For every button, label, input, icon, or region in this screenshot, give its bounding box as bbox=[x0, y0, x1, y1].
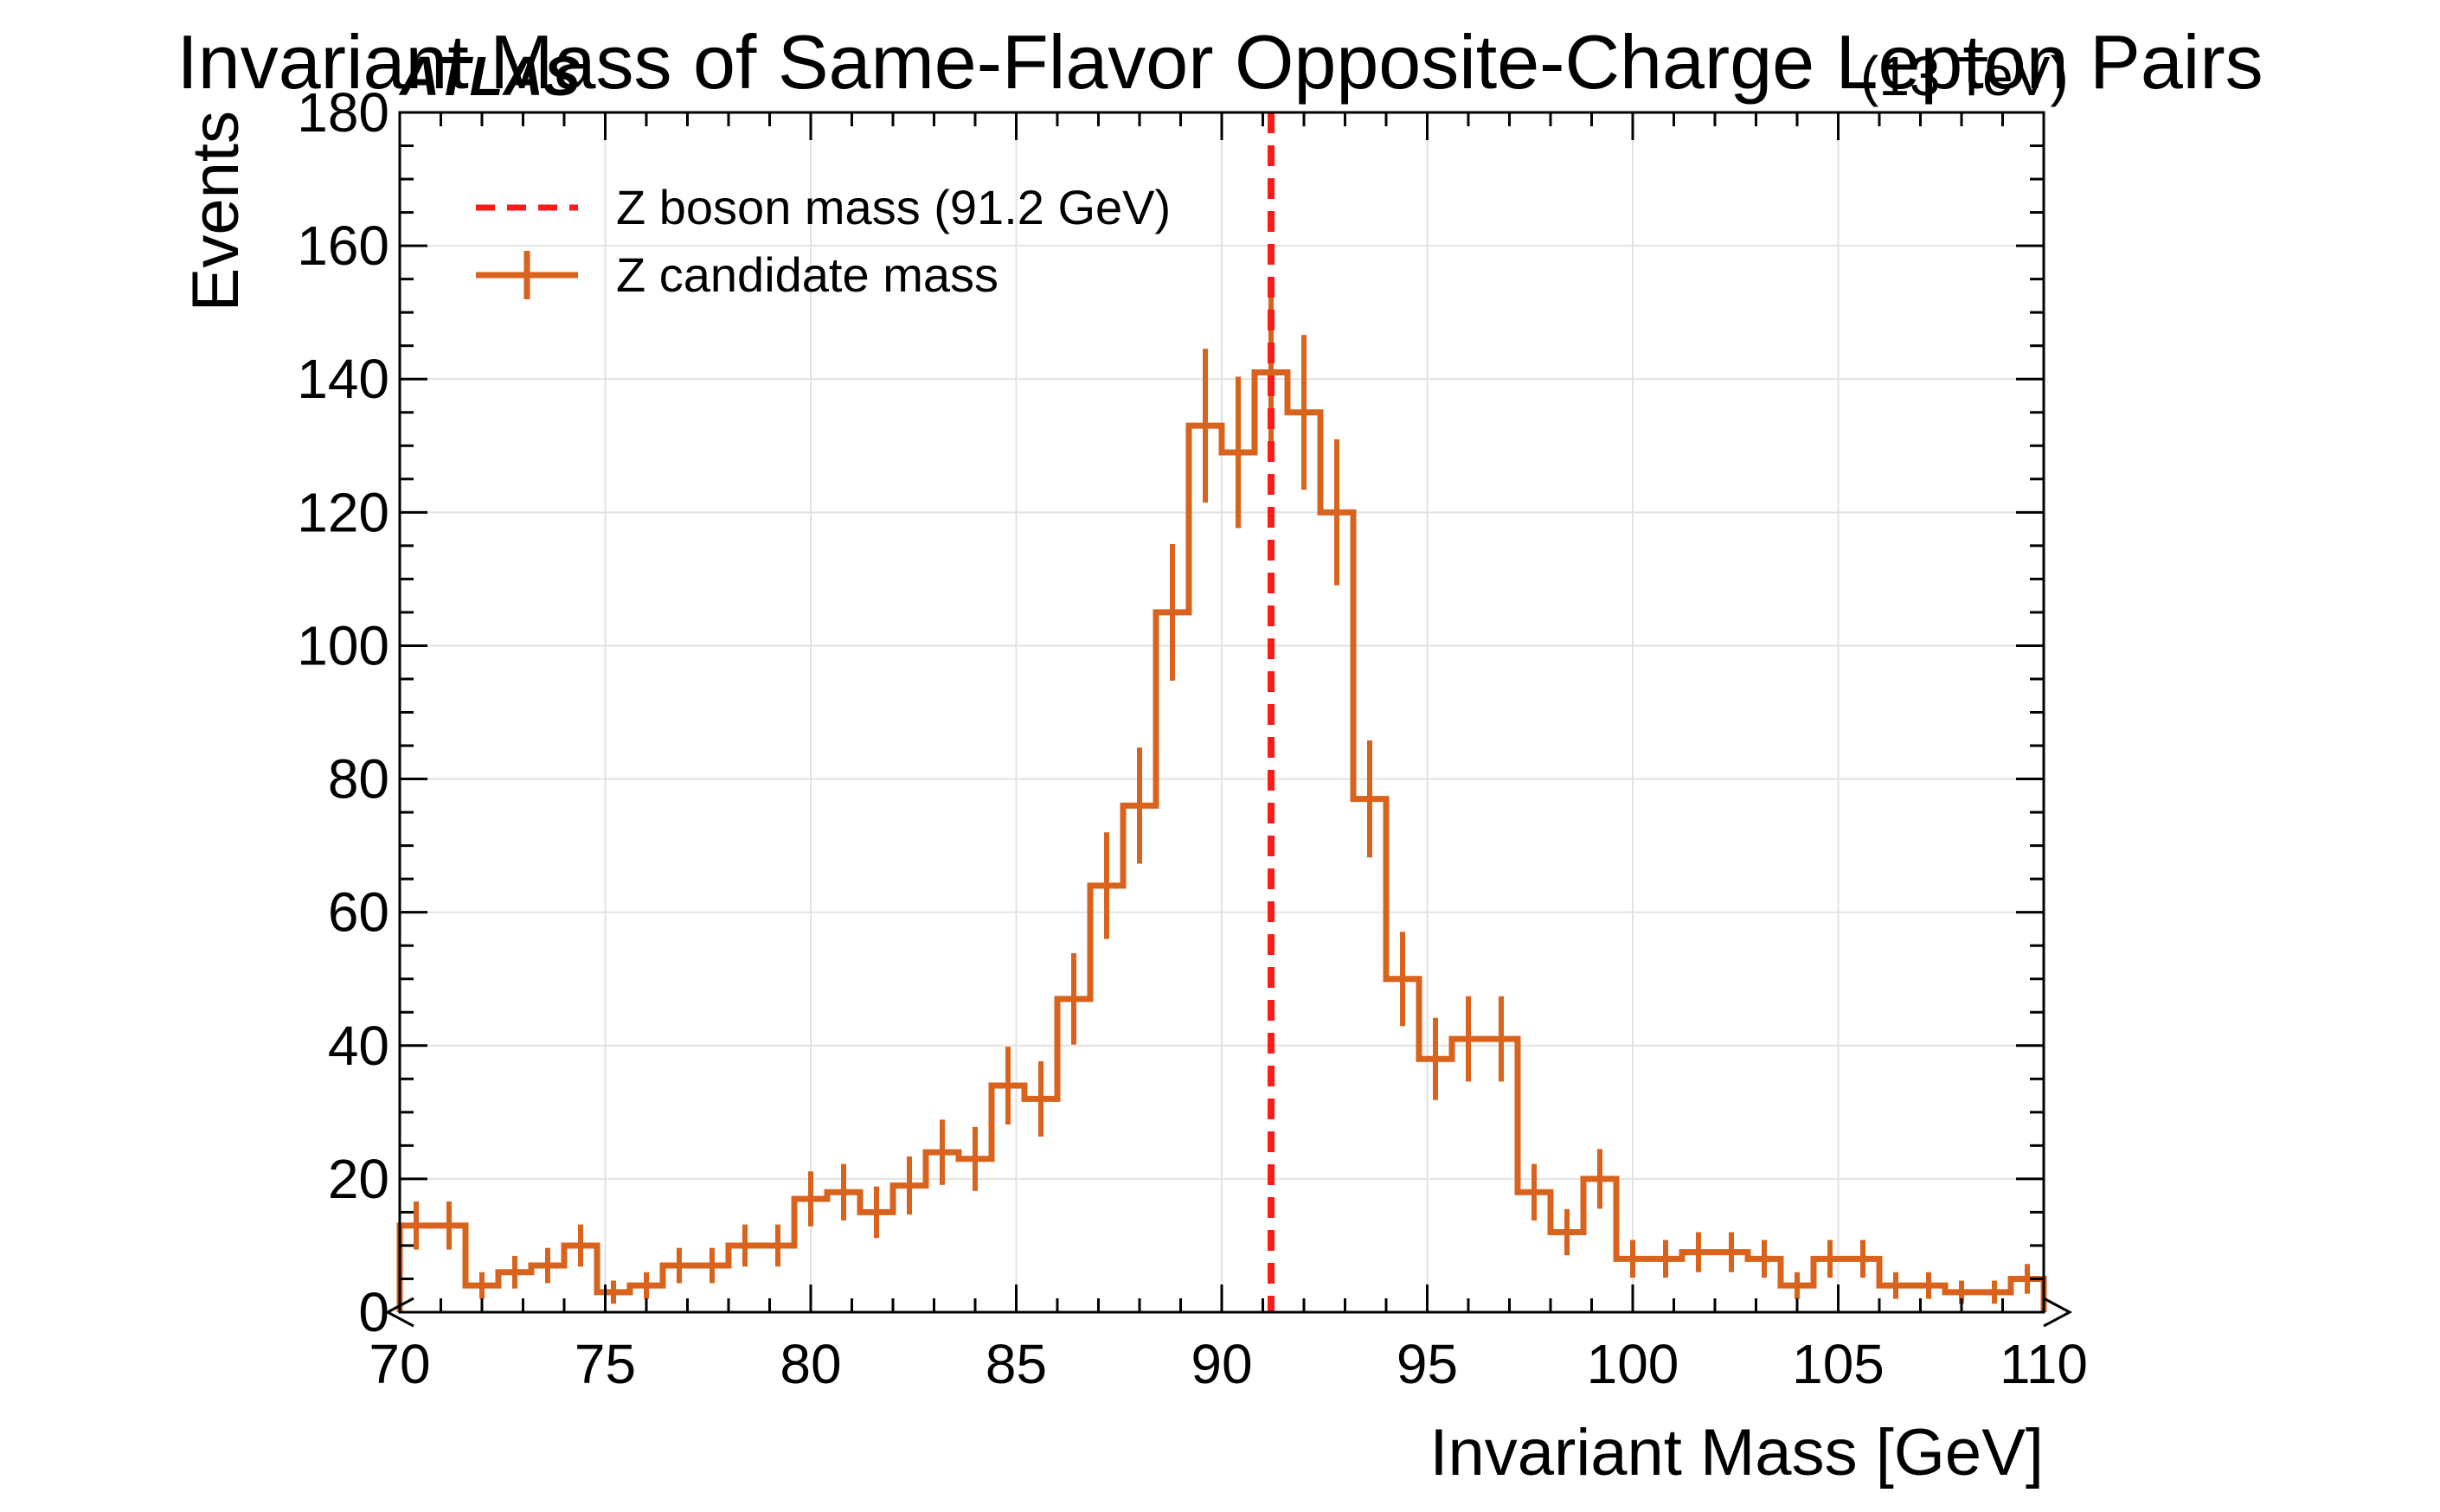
x-tick-label: 85 bbox=[986, 1333, 1047, 1395]
x-tick-label: 75 bbox=[575, 1333, 636, 1395]
x-tick-label: 70 bbox=[369, 1333, 430, 1395]
x-tick-label: 100 bbox=[1587, 1333, 1679, 1395]
y-tick-label: 140 bbox=[297, 348, 389, 410]
legend-label-series: Z candidate mass bbox=[616, 247, 998, 302]
legend-label-reference-line: Z boson mass (91.2 GeV) bbox=[616, 180, 1171, 234]
y-tick-label: 120 bbox=[297, 481, 389, 543]
legend: Z boson mass (91.2 GeV) Z candidate mass bbox=[476, 180, 1171, 302]
x-tick-label: 105 bbox=[1792, 1333, 1885, 1395]
x-axis-arrow bbox=[2043, 1297, 2073, 1328]
y-tick-label: 80 bbox=[328, 748, 389, 810]
x-tick-label: 110 bbox=[2000, 1333, 2088, 1395]
atlas-label: ATLAS bbox=[398, 45, 581, 107]
y-tick-label: 20 bbox=[328, 1148, 389, 1210]
y-tick-label: 160 bbox=[297, 215, 389, 277]
energy-label: (13 TeV) bbox=[1860, 45, 2069, 107]
tick-labels: 70 75 80 85 90 95 100 105 110 0 20 40 60 80 100 120 140 1… bbox=[297, 81, 2088, 1395]
x-axis-label: Invariant Mass [GeV] bbox=[1429, 1416, 2044, 1490]
x-tick-label: 95 bbox=[1397, 1333, 1458, 1395]
axes bbox=[384, 111, 2073, 1328]
x-tick-label: 90 bbox=[1191, 1333, 1252, 1395]
y-tick-label: 0 bbox=[358, 1281, 389, 1343]
series-step-line bbox=[396, 369, 2047, 1312]
plot-area bbox=[396, 112, 2047, 1312]
y-tick-label: 180 bbox=[297, 81, 389, 144]
y-tick-label: 60 bbox=[328, 881, 389, 944]
y-axis-label: Events bbox=[179, 111, 253, 311]
x-tick-label: 80 bbox=[780, 1333, 841, 1395]
chart-title: Invariant Mass of Same-Flavor Opposite-C… bbox=[177, 19, 2263, 105]
y-tick-label: 100 bbox=[297, 614, 389, 676]
y-tick-label: 40 bbox=[328, 1015, 389, 1077]
x-axis-arrow-left bbox=[384, 1297, 414, 1328]
grid bbox=[399, 112, 2045, 1313]
